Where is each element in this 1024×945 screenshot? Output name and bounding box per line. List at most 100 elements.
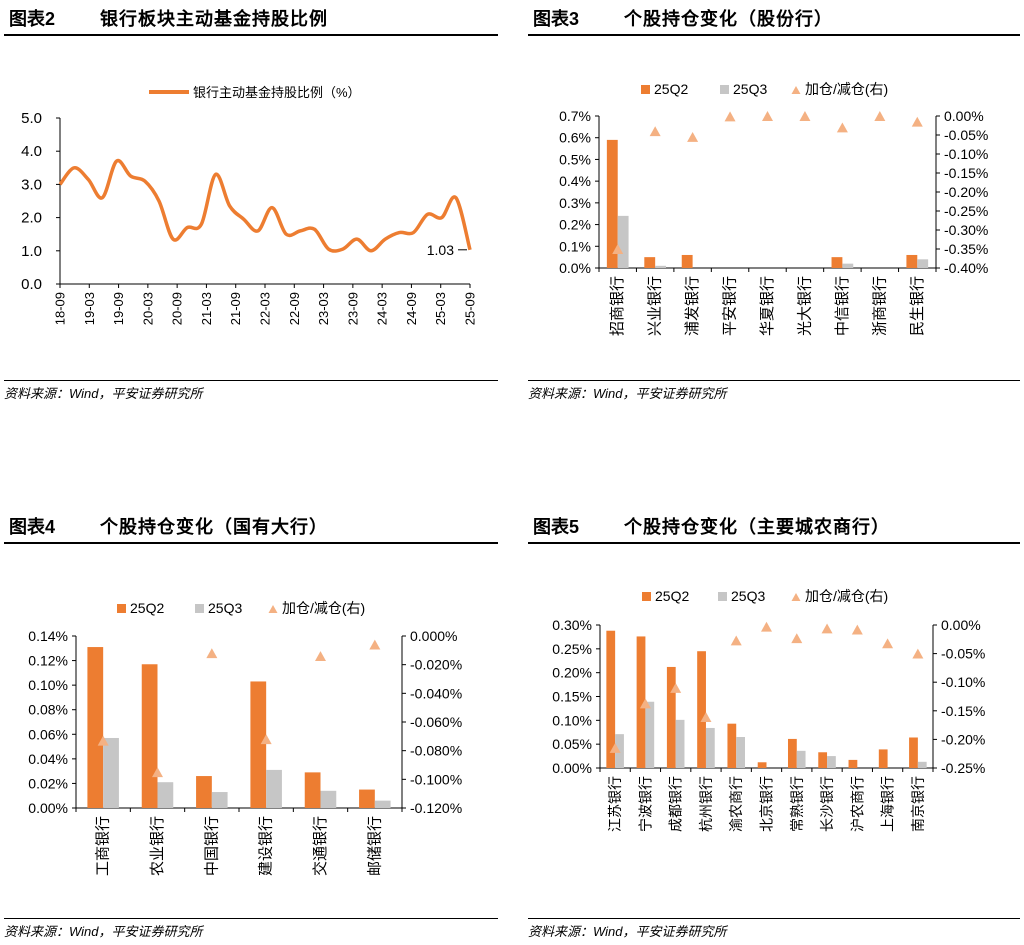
y-tick-label: 0.10% (28, 677, 68, 693)
x-tick-label: 常熟银行 (789, 776, 805, 832)
x-tick-label: 19-03 (82, 292, 97, 325)
bar-25q3 (917, 761, 927, 768)
x-tick-label: 华夏银行 (759, 276, 776, 336)
y-tick-label: 0.0 (21, 276, 42, 293)
marker-change (761, 621, 772, 632)
panel-title: 银行板块主动基金持股比例 (100, 9, 328, 29)
y-tick-label: 0.15% (552, 689, 592, 705)
y-tick-label: 0.10% (552, 712, 592, 728)
y-tick-label: 0.06% (28, 726, 68, 742)
x-tick-label: 宁波银行 (637, 776, 653, 832)
bar-25q3 (211, 792, 228, 808)
y-tick-label: 0.02% (28, 775, 68, 791)
line-chart: 银行主动基金持股比例（%） 0.0 1.0 2.0 3.0 4.0 5.0 18-09 19-0… (21, 85, 477, 325)
y2-tick-label: -0.10% (944, 146, 988, 162)
x-tick-label: 21-09 (228, 292, 243, 325)
bar-25q3 (796, 750, 806, 768)
y2-tick-label: 0.000% (410, 628, 457, 644)
panel-title-bar: 图表2 银行板块主动基金持股比例 (4, 4, 498, 36)
y2-tick-label: -0.100% (410, 771, 462, 787)
y-tick-label: 0.12% (28, 653, 68, 669)
legend-label: 银行主动基金持股比例（%） (193, 85, 361, 100)
bar-25q3 (827, 756, 836, 768)
x-tick-label: 农业银行 (149, 816, 166, 876)
y-tick-label: 0.14% (28, 628, 68, 644)
y2-tick-label: -0.10% (941, 674, 985, 690)
y-tick-label: 0.1% (559, 238, 591, 254)
marker-change (700, 712, 712, 723)
marker-change (609, 743, 621, 753)
bar-25q2 (906, 254, 918, 268)
marker-change (874, 111, 886, 121)
bar-25q2 (304, 772, 321, 808)
x-tick-label: 20-09 (170, 292, 185, 325)
x-tick-label: 北京银行 (759, 776, 775, 832)
y-tick-label: 0.2% (559, 217, 591, 233)
source-note: 资料来源：Wind，平安证券研究所 (4, 918, 498, 940)
bar-25q2 (818, 752, 828, 768)
x-tick-label: 23-09 (345, 292, 360, 325)
y-tick-label: 2.0 (21, 210, 42, 227)
bar-25q3 (617, 215, 629, 268)
x-tick-label: 浦发银行 (684, 276, 701, 336)
x-tick-label: 中信银行 (834, 276, 851, 336)
x-tick-label: 成都银行 (668, 776, 684, 832)
bar-25q3 (374, 800, 391, 808)
bar-25q2 (831, 257, 843, 268)
x-tick-label: 南京银行 (910, 776, 926, 832)
legend-swatch-25q3 (720, 85, 729, 94)
bar-25q2 (141, 664, 158, 808)
x-tick-label: 21-03 (199, 292, 214, 325)
panel-title-bar: 图表3 个股持仓变化（股份行） (528, 4, 1020, 36)
legend-marker-triangle (791, 85, 801, 95)
bar-25q3 (103, 737, 119, 808)
x-tick-label: 长沙银行 (819, 776, 835, 832)
bar-25q3 (736, 737, 746, 768)
legend-marker-triangle (791, 592, 801, 602)
bar-25q2 (878, 749, 888, 768)
bar-25q2 (681, 254, 693, 268)
y2-tick-label: -0.020% (410, 657, 462, 673)
bar-25q2 (666, 666, 676, 768)
x-tick-label: 22-03 (258, 292, 273, 325)
panel-title: 个股持仓变化（主要城农商行） (624, 517, 890, 537)
y2-tick-label: -0.20% (941, 731, 985, 747)
legend-label: 25Q3 (208, 600, 242, 616)
bar-25q2 (196, 776, 212, 808)
y-tick-label: 3.0 (21, 176, 42, 193)
bar-chart: 25Q2 25Q3 加仓/减仓(右) 0.0% 0.1% 0.2% 0.3% 0.4% 0.5%… (559, 81, 988, 336)
bar-25q3 (157, 782, 174, 808)
marker-change (724, 111, 736, 122)
bar-25q2 (644, 257, 656, 268)
bar-25q2 (636, 636, 646, 768)
y2-tick-label: -0.120% (410, 800, 462, 816)
marker-change (912, 648, 924, 659)
marker-change (152, 767, 163, 778)
x-tick-label: 24-03 (375, 292, 390, 325)
x-tick-label: 杭州银行 (698, 776, 714, 832)
bar-25q3 (842, 263, 854, 268)
y-tick-label: 0.0% (559, 260, 591, 276)
x-tick-label: 25-03 (433, 292, 448, 325)
y-tick-label: 0.00% (28, 800, 68, 816)
y-tick-label: 0.4% (559, 173, 591, 189)
bar-25q2 (727, 723, 737, 768)
legend-label: 加仓/减仓(右) (805, 81, 888, 97)
data-label-last: 1.03 (427, 242, 454, 258)
panel-title: 个股持仓变化（国有大行） (100, 517, 328, 537)
marker-change (791, 633, 803, 644)
marker-change (315, 651, 326, 662)
bar-25q2 (787, 738, 797, 768)
x-tick-label: 江苏银行 (607, 776, 623, 832)
bar-25q3 (645, 701, 655, 768)
y-tick-label: 0.7% (559, 108, 591, 124)
legend-swatch-25q2 (641, 85, 650, 94)
source-note: 资料来源：Wind，平安证券研究所 (528, 380, 1020, 402)
x-tick-label: 建设银行 (258, 816, 275, 876)
legend-swatch-25q3 (718, 592, 727, 601)
y-tick-label: 4.0 (21, 143, 42, 160)
bar-25q2 (697, 651, 706, 768)
legend-swatch-25q2 (642, 592, 651, 601)
marker-change (369, 639, 381, 650)
bar-chart: 25Q2 25Q3 加仓/减仓(右) 0.00% 0.02% 0.04% 0.06% 0.08… (28, 600, 462, 876)
